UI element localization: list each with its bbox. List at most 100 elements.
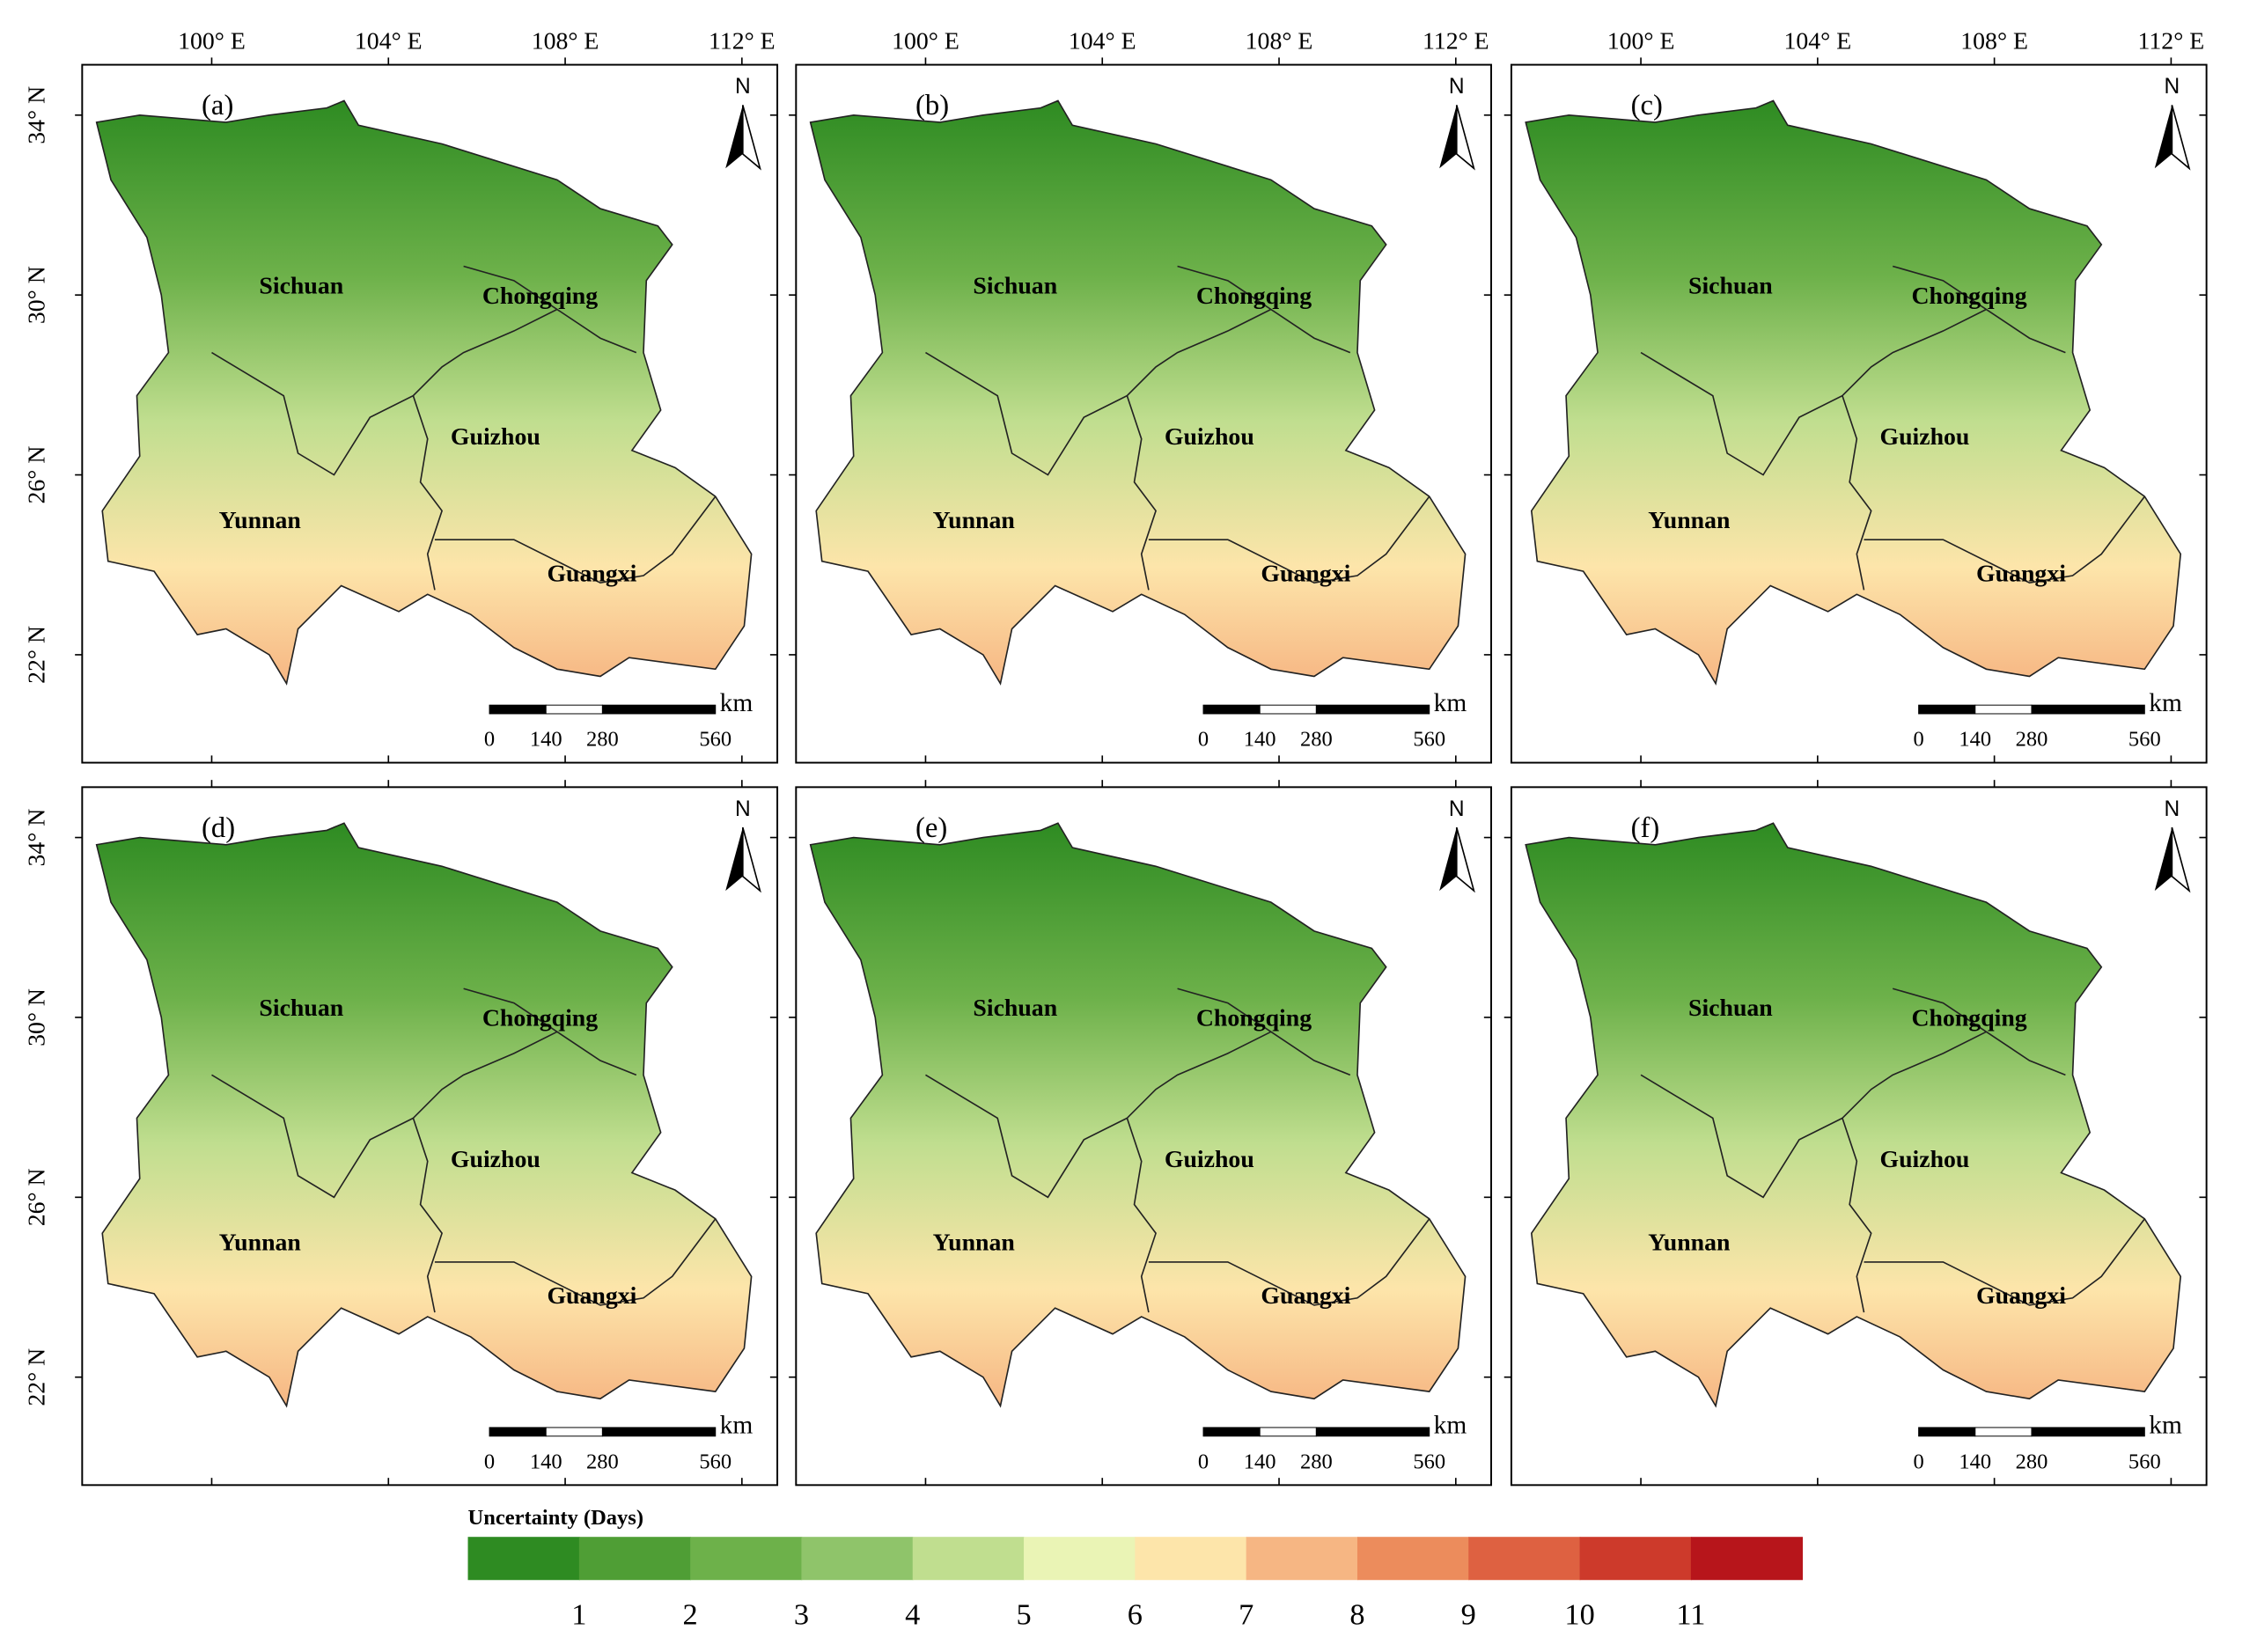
panel-label: (f) <box>1631 812 1660 844</box>
region-map <box>95 822 753 1408</box>
north-label: N <box>735 797 751 821</box>
legend-tick-label: 2 <box>683 1598 698 1632</box>
legend-swatch <box>1690 1537 1804 1581</box>
scale-label: 280 <box>1300 728 1333 752</box>
lat-label: 26° N <box>24 1168 51 1226</box>
scale-segment <box>545 1427 603 1437</box>
north-label: N <box>735 75 751 99</box>
lon-label: 112° E <box>2138 27 2205 55</box>
province-label: Yunnan <box>219 507 302 534</box>
province-border <box>211 1031 558 1199</box>
scale-label: 560 <box>699 1450 732 1473</box>
scale-label: 140 <box>1959 1450 1991 1473</box>
scale-segment <box>489 704 547 715</box>
province-label: Yunnan <box>219 1230 302 1257</box>
scale-unit: km <box>720 1412 754 1440</box>
legend-tick-label: 11 <box>1676 1598 1705 1632</box>
lat-label: 30° N <box>24 988 51 1046</box>
legend-swatch <box>1356 1537 1470 1581</box>
map-panel: (e) Sichuan Chongqing Guizhou Yunnan Guangxi N… <box>789 780 1493 1487</box>
map-panel: (f) Sichuan Chongqing Guizhou Yunnan Guangxi N… <box>1503 780 2208 1487</box>
north-arrow <box>725 827 743 892</box>
legend-swatch <box>1135 1537 1247 1581</box>
legend-tick-label: 8 <box>1349 1598 1364 1632</box>
north-arrow <box>2154 105 2172 169</box>
legend-tick-label: 4 <box>905 1598 920 1632</box>
lon-label: 104° E <box>1069 27 1136 55</box>
legend-tick-label: 5 <box>1016 1598 1031 1632</box>
scale-segment <box>1918 1427 1976 1437</box>
lon-label: 100° E <box>178 27 246 55</box>
province-label: Guizhou <box>1165 1146 1254 1173</box>
lon-label: 108° E <box>1246 27 1313 55</box>
province-border <box>1842 395 1872 591</box>
legend-tick-label: 1 <box>571 1598 586 1632</box>
province-border <box>1126 395 1157 591</box>
province-border <box>434 1218 717 1306</box>
province-label: Chongqing <box>1196 283 1312 310</box>
scale-label: 560 <box>2128 1450 2161 1473</box>
scale-label: 0 <box>1198 728 1209 752</box>
scale-label: 280 <box>2016 1450 2048 1473</box>
scale-label: 0 <box>1913 728 1923 752</box>
province-label: Guangxi <box>547 1282 636 1310</box>
legend-tick-label: 7 <box>1239 1598 1253 1632</box>
province-border <box>434 496 717 584</box>
north-arrow <box>1439 105 1457 169</box>
province-label: Sichuan <box>973 272 1057 299</box>
province-label: Guangxi <box>1261 1282 1350 1310</box>
province-label: Guangxi <box>547 560 636 587</box>
map-panel: (b) Sichuan Chongqing Guizhou Yunnan Guangxi N… <box>789 27 1493 764</box>
scale-unit: km <box>2149 1412 2182 1440</box>
north-label: N <box>2165 797 2180 821</box>
province-label: Yunnan <box>933 507 1016 534</box>
panel-label: (b) <box>915 90 949 121</box>
scale-segment <box>2031 1427 2145 1437</box>
province-border <box>1148 496 1430 584</box>
north-label: N <box>1449 797 1465 821</box>
province-border <box>1864 496 2145 584</box>
legend-swatch <box>690 1537 803 1581</box>
province-label: Guangxi <box>1976 560 2066 587</box>
north-arrow <box>1455 105 1475 171</box>
province-border <box>925 308 1272 476</box>
province-border <box>463 265 637 354</box>
province-label: Sichuan <box>259 995 343 1022</box>
scale-segment <box>2031 704 2145 715</box>
region-map <box>95 99 753 686</box>
scale-segment <box>601 704 717 715</box>
province-border <box>1892 265 2066 354</box>
legend-title: Uncertainty (Days) <box>468 1506 644 1530</box>
scale-label: 0 <box>484 1450 495 1473</box>
north-arrow <box>2171 826 2191 893</box>
legend-swatch <box>801 1537 914 1581</box>
north-arrow <box>741 826 761 893</box>
province-label: Yunnan <box>1648 1230 1731 1257</box>
lon-label: 108° E <box>532 27 599 55</box>
province-label: Guizhou <box>451 423 540 451</box>
lat-label: 26° N <box>24 446 51 504</box>
scale-segment <box>601 1427 717 1437</box>
scale-segment <box>1202 1427 1261 1437</box>
north-arrow <box>1439 827 1457 892</box>
province-border <box>1148 1218 1430 1306</box>
scale-segment <box>1918 704 1976 715</box>
region-map <box>1525 99 2182 686</box>
province-border <box>1842 1118 1872 1313</box>
province-label: Yunnan <box>1648 507 1731 534</box>
province-border <box>1864 1218 2145 1306</box>
province-border <box>1177 265 1351 354</box>
lon-label: 112° E <box>1423 27 1489 55</box>
legend-tick-label: 6 <box>1128 1598 1143 1632</box>
province-label: Sichuan <box>973 995 1057 1022</box>
scale-label: 0 <box>484 728 495 752</box>
province-border <box>1640 308 1987 476</box>
province-label: Sichuan <box>259 272 343 299</box>
province-border <box>925 1031 1272 1199</box>
scale-label: 140 <box>1244 1450 1276 1473</box>
province-border <box>211 308 558 476</box>
scale-segment <box>1315 1427 1430 1437</box>
lat-label: 22° N <box>24 626 51 684</box>
north-arrow <box>741 105 761 171</box>
province-label: Sichuan <box>1688 272 1773 299</box>
